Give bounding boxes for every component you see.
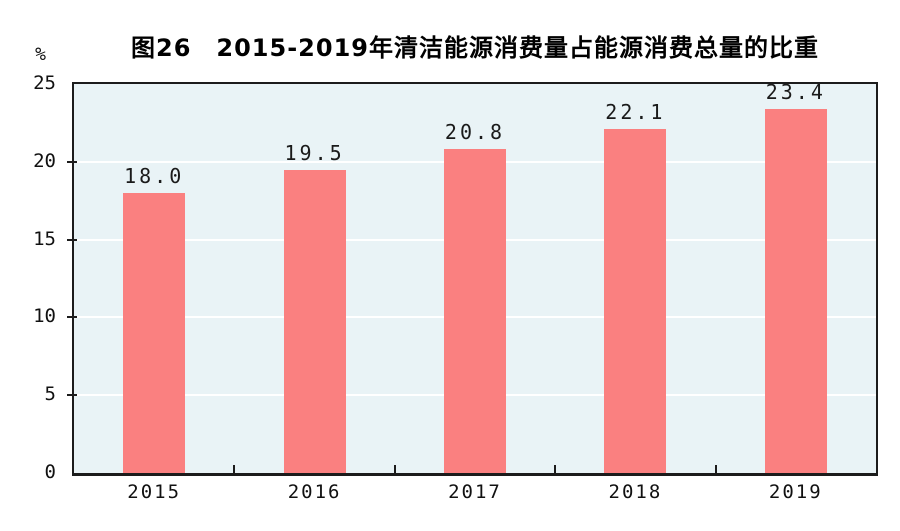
y-axis-tick	[67, 238, 77, 241]
bar	[604, 129, 667, 473]
x-tick-label: 2015	[127, 481, 182, 503]
bar	[283, 169, 346, 473]
bar-value-label: 18.0	[124, 163, 185, 188]
y-tick-label: 5	[44, 383, 56, 406]
x-tick-label: 2018	[608, 481, 663, 503]
x-tick-label: 2017	[448, 481, 502, 503]
bar-value-label: 19.5	[284, 140, 345, 165]
x-axis-tick	[554, 465, 557, 473]
y-tick-label: 0	[44, 461, 56, 483]
bar-value-label: 22.1	[605, 100, 666, 125]
plot-area: 18.0 19.5 20.8 22.1 23.4	[67, 80, 878, 476]
plot-inner: 18.0 19.5 20.8 22.1 23.4	[67, 80, 876, 473]
y-tick-label: 10	[33, 305, 56, 328]
chart-title: 图26 2015-2019年清洁能源消费量占能源消费总量的比重	[131, 34, 819, 62]
y-axis-tick	[67, 316, 77, 319]
y-axis-tick	[67, 394, 77, 397]
x-axis-tick	[714, 465, 717, 473]
y-axis-tick	[67, 160, 77, 163]
x-tick-label: 2019	[768, 481, 823, 503]
y-axis-unit-label: %	[35, 44, 46, 65]
x-axis-tick	[233, 465, 236, 473]
x-tick-label: 2016	[287, 481, 342, 503]
bar-value-label: 23.4	[765, 79, 826, 104]
bar	[123, 192, 186, 473]
y-tick-label: 25	[33, 72, 56, 94]
bar-value-label: 20.8	[444, 120, 506, 145]
y-tick-label: 20	[33, 149, 56, 172]
bar	[444, 149, 506, 473]
y-tick-label: 15	[33, 227, 56, 250]
bar	[764, 108, 827, 473]
x-axis-tick	[393, 465, 396, 473]
